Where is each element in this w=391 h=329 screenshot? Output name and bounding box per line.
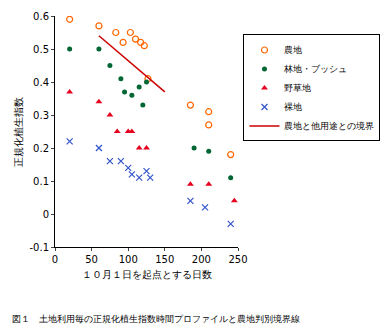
svg-text:正規化植生指数: 正規化植生指数	[13, 97, 24, 167]
svg-text:0.2: 0.2	[33, 143, 49, 154]
svg-text:0.5: 0.5	[33, 44, 49, 55]
svg-text:0.3: 0.3	[33, 110, 49, 121]
svg-text:0: 0	[52, 254, 58, 265]
svg-text:農地: 農地	[284, 45, 302, 55]
svg-text:100: 100	[119, 254, 138, 265]
svg-text:200: 200	[192, 254, 211, 265]
svg-text:0.1: 0.1	[33, 176, 49, 187]
svg-text:150: 150	[155, 254, 174, 265]
svg-text:250: 250	[228, 254, 247, 265]
svg-text:0.4: 0.4	[33, 77, 49, 88]
svg-text:裸地: 裸地	[284, 102, 302, 112]
svg-text:１０月１日を起点とする日数: １０月１日を起点とする日数	[82, 269, 212, 280]
svg-text:野草地: 野草地	[284, 83, 311, 93]
svg-text:農地と他用途との境界: 農地と他用途との境界	[284, 121, 374, 131]
svg-text:-0.1: -0.1	[29, 242, 49, 253]
svg-text:0.6: 0.6	[33, 11, 49, 22]
svg-text:0: 0	[43, 209, 49, 220]
svg-text:50: 50	[85, 254, 98, 265]
svg-text:林地・ブッシュ: 林地・ブッシュ	[283, 64, 347, 74]
svg-text:図１ 土地利用毎の正規化植生指数時間プロファイルと農地判別境: 図１ 土地利用毎の正規化植生指数時間プロファイルと農地判別境界線	[12, 314, 300, 324]
